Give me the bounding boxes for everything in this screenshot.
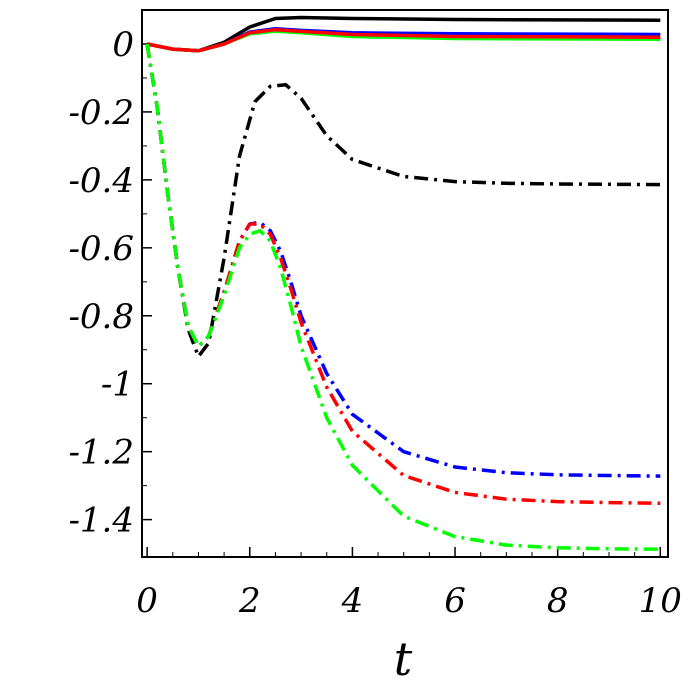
series-layer: [145, 15, 661, 551]
x-tick-label: 4: [341, 581, 364, 621]
x-tick-label: 2: [238, 581, 261, 621]
dashdot-series-line-7: [145, 43, 661, 551]
plot-frame: [141, 9, 669, 558]
y-tick-label: -0.2: [68, 93, 134, 133]
solid-series-line-3: [146, 27, 661, 53]
tick-labels: 0 2 4 6 8 10 0 -0.2 -0.4 -0.6 -0.8 -1 -1.2 -1.4: [68, 25, 681, 621]
y-tick-label: -0.6: [68, 229, 134, 269]
x-tick-label: 10: [639, 581, 682, 621]
y-tick-label: -1.2: [68, 433, 134, 473]
x-tick-label: 0: [136, 581, 158, 621]
x-tick-label: 6: [444, 581, 466, 621]
dashdot-series-line-6: [145, 43, 661, 506]
y-tick-label: -0.8: [68, 297, 134, 337]
x-axis-title: t: [394, 632, 413, 686]
dashdot-series-line-4: [145, 43, 661, 359]
y-tick-label: 0: [112, 25, 134, 65]
x-tick-label: 8: [547, 581, 569, 621]
y-tick-label: -1.4: [68, 501, 134, 541]
y-tick-label: -0.4: [68, 161, 134, 201]
axis-ticks: [142, 43, 662, 557]
y-tick-label: -1: [101, 365, 134, 405]
